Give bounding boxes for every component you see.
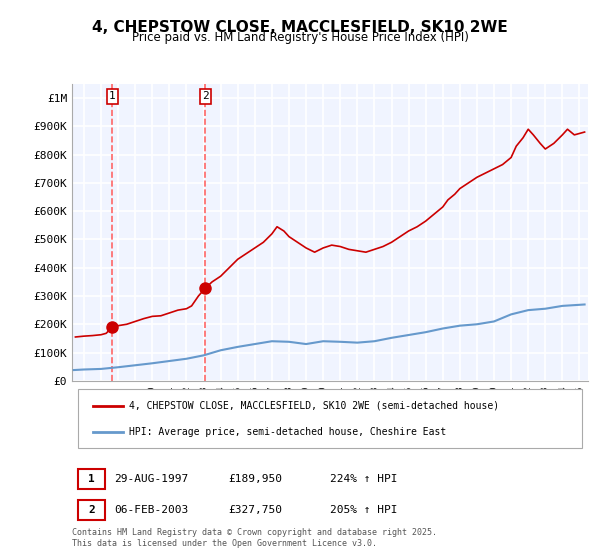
Text: 2: 2 — [202, 91, 209, 101]
Text: 205% ↑ HPI: 205% ↑ HPI — [330, 505, 398, 515]
Text: 1: 1 — [88, 474, 95, 484]
Text: £189,950: £189,950 — [228, 474, 282, 484]
Text: HPI: Average price, semi-detached house, Cheshire East: HPI: Average price, semi-detached house,… — [129, 427, 446, 437]
Text: 29-AUG-1997: 29-AUG-1997 — [114, 474, 188, 484]
Text: 4, CHEPSTOW CLOSE, MACCLESFIELD, SK10 2WE (semi-detached house): 4, CHEPSTOW CLOSE, MACCLESFIELD, SK10 2W… — [129, 400, 499, 410]
Text: Price paid vs. HM Land Registry's House Price Index (HPI): Price paid vs. HM Land Registry's House … — [131, 31, 469, 44]
Text: 2: 2 — [88, 505, 95, 515]
Text: 4, CHEPSTOW CLOSE, MACCLESFIELD, SK10 2WE: 4, CHEPSTOW CLOSE, MACCLESFIELD, SK10 2W… — [92, 20, 508, 35]
Text: 224% ↑ HPI: 224% ↑ HPI — [330, 474, 398, 484]
Text: 1: 1 — [109, 91, 116, 101]
Text: 06-FEB-2003: 06-FEB-2003 — [114, 505, 188, 515]
Text: £327,750: £327,750 — [228, 505, 282, 515]
Text: Contains HM Land Registry data © Crown copyright and database right 2025.
This d: Contains HM Land Registry data © Crown c… — [72, 528, 437, 548]
